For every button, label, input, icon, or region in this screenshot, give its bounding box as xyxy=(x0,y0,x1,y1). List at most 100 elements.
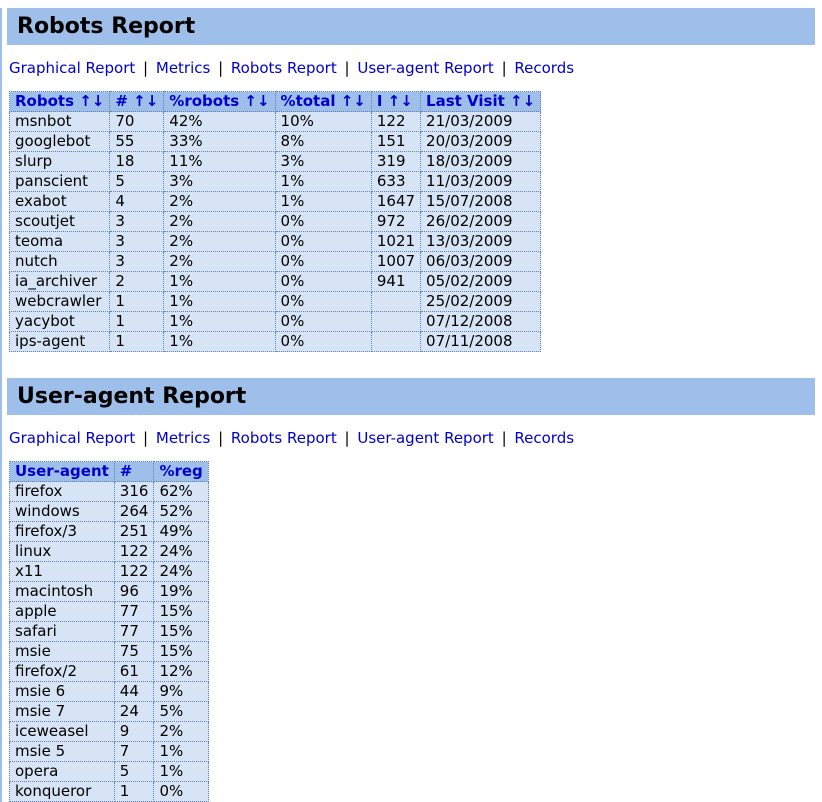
table-cell: 316 xyxy=(114,482,154,502)
table-cell: windows xyxy=(10,502,115,522)
nav-link-metrics[interactable]: Metrics xyxy=(156,59,210,77)
table-cell: panscient xyxy=(10,172,110,192)
table-row: msie 7245% xyxy=(10,702,209,722)
table-cell: scoutjet xyxy=(10,212,110,232)
table-cell: 151 xyxy=(371,132,420,152)
column-header--[interactable]: # ↑↓ xyxy=(110,92,164,112)
table-cell: 0% xyxy=(275,272,371,292)
table-cell: 49% xyxy=(154,522,208,542)
table-cell: 1% xyxy=(164,292,275,312)
nav-separator: | xyxy=(213,429,228,447)
column-header-i[interactable]: I ↑↓ xyxy=(371,92,420,112)
table-cell: 2 xyxy=(110,272,164,292)
table-row: firefox/325149% xyxy=(10,522,209,542)
nav-link-robots-report[interactable]: Robots Report xyxy=(231,429,337,447)
table-cell: 4 xyxy=(110,192,164,212)
table-cell: 15% xyxy=(154,622,208,642)
table-cell: 12% xyxy=(154,662,208,682)
table-row: googlebot5533%8%15120/03/2009 xyxy=(10,132,541,152)
nav-separator: | xyxy=(497,429,512,447)
column-header--total[interactable]: %total ↑↓ xyxy=(275,92,371,112)
table-cell: 0% xyxy=(275,332,371,352)
table-cell: 0% xyxy=(275,312,371,332)
nav-separator: | xyxy=(497,59,512,77)
table-cell: 8% xyxy=(275,132,371,152)
sort-arrows-icon[interactable]: ↑↓ xyxy=(79,92,104,110)
table-cell: linux xyxy=(10,542,115,562)
table-cell: 9% xyxy=(154,682,208,702)
table-cell: 15% xyxy=(154,602,208,622)
table-cell: 2% xyxy=(164,232,275,252)
table-cell: iceweasel xyxy=(10,722,115,742)
table-cell: 20/03/2009 xyxy=(421,132,541,152)
table-cell: 26/02/2009 xyxy=(421,212,541,232)
table-cell: 0% xyxy=(275,292,371,312)
nav-link-records[interactable]: Records xyxy=(514,59,574,77)
table-row: iceweasel92% xyxy=(10,722,209,742)
table-cell: 1 xyxy=(110,312,164,332)
sort-arrows-icon[interactable]: ↑↓ xyxy=(341,92,366,110)
table-cell: x11 xyxy=(10,562,115,582)
table-cell: 3 xyxy=(110,252,164,272)
nav-link-graphical-report[interactable]: Graphical Report xyxy=(9,59,135,77)
table-row: exabot42%1%164715/07/2008 xyxy=(10,192,541,212)
table-cell: 61 xyxy=(114,662,154,682)
table-cell: 1 xyxy=(110,292,164,312)
table-cell: 7 xyxy=(114,742,154,762)
table-cell: exabot xyxy=(10,192,110,212)
table-cell: 1% xyxy=(164,312,275,332)
nav-link-user-agent-report[interactable]: User-agent Report xyxy=(357,59,493,77)
table-row: msie 6449% xyxy=(10,682,209,702)
table-cell: 1021 xyxy=(371,232,420,252)
sort-arrows-icon[interactable]: ↑↓ xyxy=(388,92,413,110)
table-row: ia_archiver21%0%94105/02/2009 xyxy=(10,272,541,292)
table-cell: 3 xyxy=(110,212,164,232)
table-cell: 5 xyxy=(114,762,154,782)
nav-link-graphical-report[interactable]: Graphical Report xyxy=(9,429,135,447)
column-header-user-agent: User-agent xyxy=(10,462,115,482)
table-cell: macintosh xyxy=(10,582,115,602)
table-cell: 941 xyxy=(371,272,420,292)
table-cell: 319 xyxy=(371,152,420,172)
table-cell: 972 xyxy=(371,212,420,232)
table-row: apple7715% xyxy=(10,602,209,622)
robots-table: Robots ↑↓# ↑↓%robots ↑↓%total ↑↓I ↑↓Last… xyxy=(9,91,541,352)
nav-link-records[interactable]: Records xyxy=(514,429,574,447)
column-header-robots[interactable]: Robots ↑↓ xyxy=(10,92,110,112)
table-cell: 251 xyxy=(114,522,154,542)
table-row: msie 571% xyxy=(10,742,209,762)
sort-arrows-icon[interactable]: ↑↓ xyxy=(510,92,535,110)
table-cell: 25/02/2009 xyxy=(421,292,541,312)
table-row: yacybot11%0%07/12/2008 xyxy=(10,312,541,332)
table-cell: 122 xyxy=(371,112,420,132)
table-cell: 18 xyxy=(110,152,164,172)
table-cell: 5 xyxy=(110,172,164,192)
nav-link-robots-report[interactable]: Robots Report xyxy=(231,59,337,77)
sort-arrows-icon[interactable]: ↑↓ xyxy=(244,92,269,110)
column-header--robots[interactable]: %robots ↑↓ xyxy=(164,92,275,112)
nav-separator: | xyxy=(138,429,153,447)
table-cell: 1007 xyxy=(371,252,420,272)
nav-link-user-agent-report[interactable]: User-agent Report xyxy=(357,429,493,447)
table-cell: 264 xyxy=(114,502,154,522)
table-cell: 0% xyxy=(275,252,371,272)
column-header-last-visit[interactable]: Last Visit ↑↓ xyxy=(421,92,541,112)
table-row: msie7515% xyxy=(10,642,209,662)
table-cell xyxy=(371,312,420,332)
table-cell: 1% xyxy=(164,332,275,352)
table-cell: 3 xyxy=(110,232,164,252)
table-cell: 5% xyxy=(154,702,208,722)
table-cell: msie xyxy=(10,642,115,662)
sort-arrows-icon[interactable]: ↑↓ xyxy=(133,92,158,110)
nav-link-metrics[interactable]: Metrics xyxy=(156,429,210,447)
table-cell: 18/03/2009 xyxy=(421,152,541,172)
table-cell: 122 xyxy=(114,562,154,582)
table-row: konqueror10% xyxy=(10,782,209,802)
nav-separator: | xyxy=(138,59,153,77)
table-cell: ips-agent xyxy=(10,332,110,352)
table-cell: 11% xyxy=(164,152,275,172)
table-cell: nutch xyxy=(10,252,110,272)
table-row: windows26452% xyxy=(10,502,209,522)
table-cell: 2% xyxy=(164,192,275,212)
table-cell: 15/07/2008 xyxy=(421,192,541,212)
